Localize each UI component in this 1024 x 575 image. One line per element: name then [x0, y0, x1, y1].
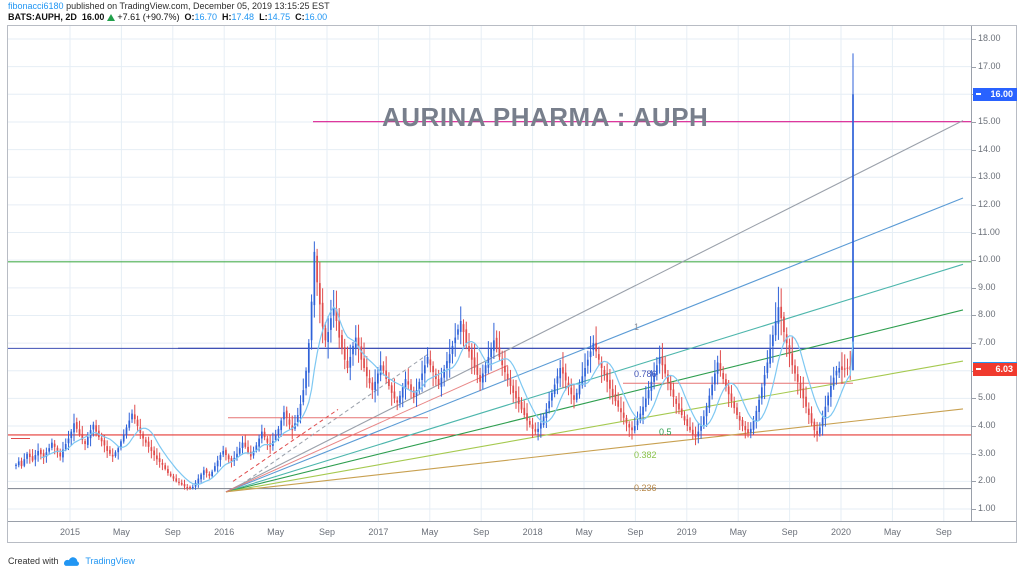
fib-level-label: 0.236: [634, 483, 657, 493]
open-label: O:: [184, 12, 195, 22]
price-tick-label: 14.00: [978, 143, 1001, 154]
price-tick-mark: [972, 66, 976, 68]
price-tick-mark: [972, 287, 976, 289]
time-tick-label: Sep: [781, 527, 798, 537]
price-tick-mark: [972, 398, 976, 400]
time-tick-label: Sep: [627, 527, 644, 537]
symbol-quote-line: BATS:AUPH, 2D 16.00 +7.61 (+90.7%) O:16.…: [8, 12, 327, 22]
price-tick-mark: [972, 426, 976, 428]
price-tick-mark: [972, 232, 976, 234]
chart-watermark-title: AURINA PHARMA : AUPH: [382, 102, 709, 132]
time-tick-label: May: [267, 527, 285, 537]
price-tick-label: 12.00: [978, 198, 1001, 209]
footer-credit: Created with TradingView: [8, 556, 135, 569]
time-tick-label: Sep: [164, 527, 181, 537]
price-tick-label: 9.00: [978, 281, 996, 292]
price-tick-mark: [972, 204, 976, 206]
last-price: 16.00: [81, 12, 105, 22]
time-tick-label: 2019: [676, 527, 697, 537]
fib-level-label: 0.382: [634, 450, 657, 460]
price-tick-mark: [972, 121, 976, 123]
low-value: 14.75: [267, 12, 291, 22]
chart-frame[interactable]: AURINA PHARMA : AUPH 1 0.786 0.5 0.382 0.236…: [7, 25, 1017, 543]
price-tick-label: 3.00: [978, 447, 996, 458]
fib-level-label: 0.5: [659, 427, 672, 437]
price-tick-label: 7.00: [978, 337, 996, 348]
tradingview-brand[interactable]: TradingView: [85, 556, 135, 566]
time-tick-label: Sep: [935, 527, 952, 537]
tradingview-logo-icon: [63, 556, 80, 569]
high-value: 17.48: [231, 12, 255, 22]
price-tick-mark: [972, 509, 976, 510]
chart-plot-area[interactable]: AURINA PHARMA : AUPH 1 0.786 0.5 0.382 0.236…: [8, 26, 971, 521]
price-tick-mark: [972, 453, 976, 455]
author-name[interactable]: fibonacci6180: [8, 1, 64, 11]
time-tick-label: Sep: [473, 527, 490, 537]
symbol-label[interactable]: BATS:AUPH, 2D: [8, 12, 77, 22]
time-tick-label: May: [729, 527, 747, 537]
price-axis[interactable]: 1.002.003.004.005.006.007.008.009.0010.0…: [971, 26, 1017, 521]
price-tick-label: 13.00: [978, 171, 1001, 182]
time-tick-label: May: [883, 527, 901, 537]
price-tick-label: 4.00: [978, 420, 996, 431]
high-label: H:: [222, 12, 232, 22]
fib-level-label: 1: [634, 322, 640, 332]
close-badge[interactable]: 6.03: [973, 363, 1017, 377]
time-tick-label: May: [421, 527, 439, 537]
price-change: +7.61 (+90.7%): [117, 12, 180, 22]
close-value: 16.00: [304, 12, 328, 22]
up-arrow-icon: [106, 14, 115, 21]
close-label: C:: [295, 12, 305, 22]
publish-text: published on TradingView.com, December 0…: [66, 1, 330, 11]
price-tick-label: 1.00: [978, 503, 996, 513]
price-tick-mark: [972, 315, 976, 317]
price-chart-svg: [8, 26, 971, 521]
time-tick-label: May: [112, 527, 130, 537]
badge-tick: [976, 368, 981, 371]
open-value: 16.70: [194, 12, 218, 22]
price-tick-label: 11.00: [978, 226, 1000, 237]
time-tick-label: 2017: [368, 527, 389, 537]
price-tick-label: 8.00: [978, 309, 996, 320]
time-tick-label: Sep: [318, 527, 336, 537]
chart-header: fibonacci6180 published on TradingView.c…: [0, 0, 1024, 24]
price-tick-label: 15.00: [978, 115, 1001, 126]
time-tick-label: 2015: [59, 527, 81, 537]
time-tick-label: 2016: [214, 527, 235, 537]
fib-level-label: 0.786: [634, 369, 657, 379]
publish-line: fibonacci6180 published on TradingView.c…: [8, 1, 330, 11]
price-tick-mark: [972, 260, 976, 262]
time-axis[interactable]: 2015 May Sep 2016 May Sep 2017 May Sep 2018 May Sep…: [8, 521, 1016, 542]
time-tick-label: 2020: [830, 527, 852, 537]
price-tick-label: 18.00: [978, 33, 1001, 43]
time-tick-label: 2018: [522, 527, 543, 537]
low-label: L:: [259, 12, 268, 22]
price-tick-mark: [972, 177, 976, 179]
time-tick-label: May: [575, 527, 593, 537]
created-with-label: Created with: [8, 556, 59, 566]
price-tick-mark: [972, 481, 976, 483]
price-tick-mark: [972, 39, 976, 40]
price-tick-label: 2.00: [978, 475, 996, 486]
price-tick-label: 10.00: [978, 254, 1001, 265]
price-tick-label: 17.00: [978, 60, 1001, 71]
price-tick-mark: [972, 149, 976, 151]
badge-tick: [976, 92, 981, 95]
last-price-badge[interactable]: 16.00: [973, 87, 1017, 101]
price-tick-mark: [972, 343, 976, 345]
price-tick-label: 5.00: [978, 392, 996, 403]
